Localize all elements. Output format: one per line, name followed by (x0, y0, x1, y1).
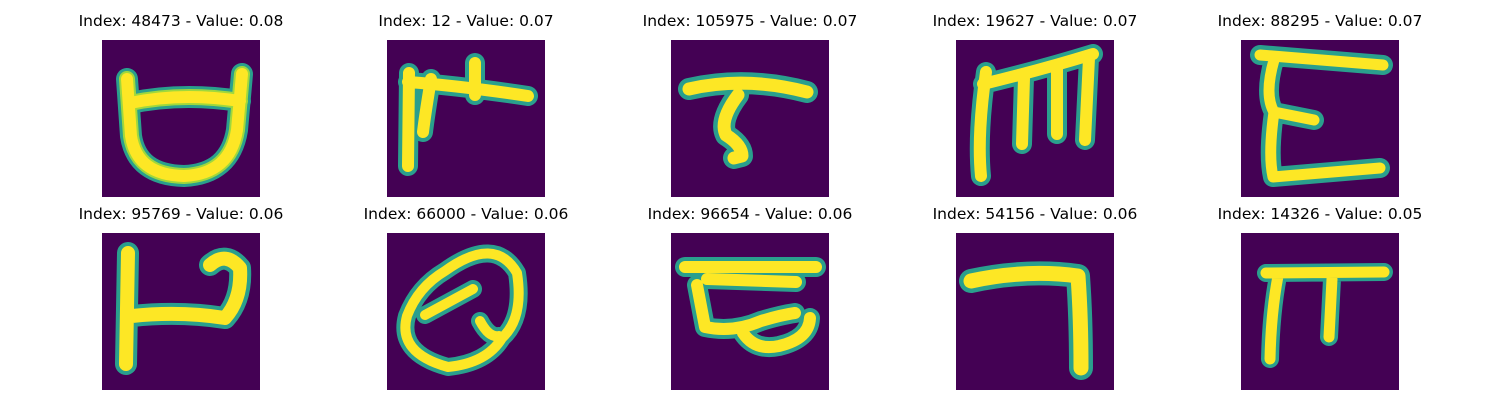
panel-title: Index: 12 - Value: 0.07 (378, 12, 554, 30)
pi-like-glyph (387, 40, 545, 197)
panel-title: Index: 88295 - Value: 0.07 (1217, 12, 1423, 30)
p-like-glyph (102, 233, 260, 390)
panel-4: Index: 19627 - Value: 0.07 (905, 7, 1165, 197)
bar-loop-glyph-image (671, 233, 829, 390)
panel-10: Index: 14326 - Value: 0.05 (1190, 200, 1450, 390)
bar-loop-glyph (671, 233, 829, 390)
m-like-glyph (956, 40, 1114, 197)
panel-7: Index: 66000 - Value: 0.06 (336, 200, 596, 390)
u-cup-glyph-image (102, 40, 260, 197)
t-hook-glyph (671, 40, 829, 197)
panel-title: Index: 19627 - Value: 0.07 (932, 12, 1138, 30)
t-hook-glyph-image (671, 40, 829, 197)
panel-title: Index: 96654 - Value: 0.06 (647, 205, 853, 223)
q-like-glyph (387, 233, 545, 390)
u-cup-glyph (102, 40, 260, 197)
panel-title: Index: 95769 - Value: 0.06 (78, 205, 284, 223)
q-like-glyph-image (387, 233, 545, 390)
panel-8: Index: 96654 - Value: 0.06 (620, 200, 880, 390)
p-like-glyph-image (102, 233, 260, 390)
pi-like-glyph-image (387, 40, 545, 197)
panel-title: Index: 48473 - Value: 0.08 (78, 12, 284, 30)
panel-1: Index: 48473 - Value: 0.08 (51, 7, 311, 197)
seven-like-glyph (956, 233, 1114, 390)
e-like-glyph (1241, 40, 1399, 197)
m-like-glyph-image (956, 40, 1114, 197)
pi-bar-glyph-image (1241, 233, 1399, 390)
panel-5: Index: 88295 - Value: 0.07 (1190, 7, 1450, 197)
panel-title: Index: 14326 - Value: 0.05 (1217, 205, 1423, 223)
panel-3: Index: 105975 - Value: 0.07 (620, 7, 880, 197)
panel-6: Index: 95769 - Value: 0.06 (51, 200, 311, 390)
panel-title: Index: 54156 - Value: 0.06 (932, 205, 1138, 223)
pi-bar-glyph (1241, 233, 1399, 390)
e-like-glyph-image (1241, 40, 1399, 197)
seven-like-glyph-image (956, 233, 1114, 390)
panel-9: Index: 54156 - Value: 0.06 (905, 200, 1165, 390)
panel-2: Index: 12 - Value: 0.07 (336, 7, 596, 197)
panel-title: Index: 105975 - Value: 0.07 (642, 12, 858, 30)
panel-title: Index: 66000 - Value: 0.06 (363, 205, 569, 223)
